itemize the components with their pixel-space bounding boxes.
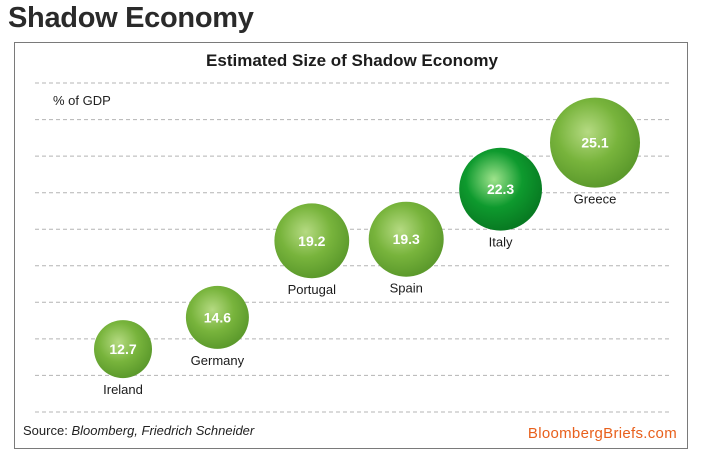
chart-frame: Estimated Size of Shadow Economy % of GD…: [14, 42, 688, 449]
bubble-italy: 22.3 Italy: [459, 147, 542, 250]
data-label: 25.1: [581, 135, 608, 151]
bubble-spain: 19.3 Spain: [368, 201, 444, 296]
source-text: Bloomberg, Friedrich Schneider: [71, 423, 255, 438]
bubble-chart: % of GDP 12.7 Ireland 14.6 Germany 19.2 Portu…: [35, 82, 670, 413]
data-label: 19.2: [298, 233, 325, 249]
bubble-portugal: 19.2 Portugal: [274, 203, 350, 297]
category-label: Portugal: [288, 282, 337, 297]
bubble-mark: [459, 147, 542, 231]
data-label: 12.7: [109, 341, 136, 357]
bubble-mark: [185, 285, 249, 349]
chart-title: Estimated Size of Shadow Economy: [206, 51, 498, 70]
source-label: Source:: [23, 423, 68, 438]
source-note: Source: Bloomberg, Friedrich Schneider: [23, 423, 254, 438]
bubble-mark: [550, 97, 640, 188]
category-label: Italy: [489, 235, 513, 250]
category-label: Ireland: [103, 382, 143, 397]
bubble-mark: [94, 320, 152, 379]
bubble-ireland: 12.7 Ireland: [94, 320, 152, 397]
bubble-mark: [368, 201, 444, 277]
bubble-mark: [274, 203, 350, 279]
bubbles: 12.7 Ireland 14.6 Germany 19.2 Portugal 19.3 Sp…: [94, 97, 640, 397]
data-label: 14.6: [204, 309, 231, 325]
data-label: 19.3: [393, 231, 420, 247]
data-label: 22.3: [487, 181, 514, 197]
bubble-germany: 14.6 Germany: [185, 285, 249, 368]
category-label: Germany: [191, 353, 245, 368]
category-label: Greece: [574, 192, 617, 207]
bubble-greece: 25.1 Greece: [550, 97, 640, 207]
brand-link[interactable]: BloombergBriefs.com: [527, 425, 677, 442]
category-label: Spain: [390, 281, 423, 296]
page-title: Shadow Economy: [8, 2, 254, 34]
y-axis-label: % of GDP: [53, 93, 111, 108]
